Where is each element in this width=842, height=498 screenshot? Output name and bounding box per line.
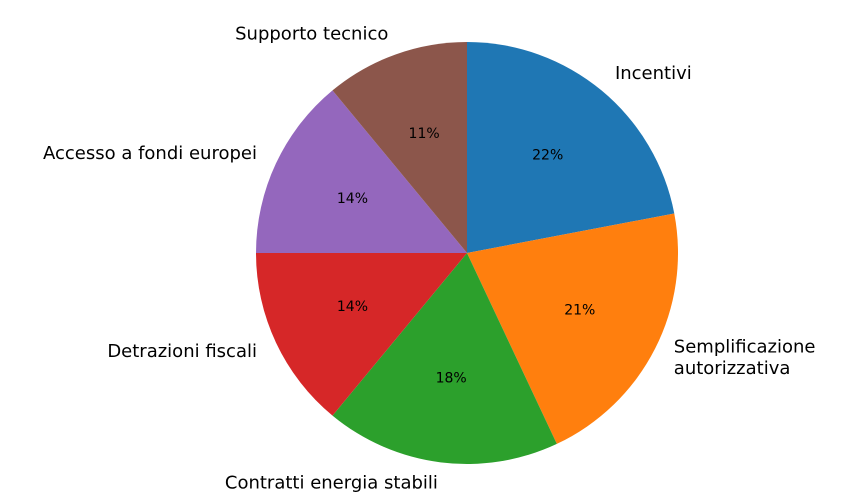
category-label: Incentivi — [615, 63, 692, 84]
pie-slice — [332, 253, 557, 465]
category-label: Supporto tecnico — [235, 24, 388, 45]
data-label: 14% — [337, 299, 368, 315]
pie-slice — [467, 213, 678, 444]
pie-slice — [256, 253, 467, 416]
category-label: Detrazioni fiscali — [107, 341, 257, 362]
data-label: 14% — [337, 191, 368, 207]
data-label: 21% — [564, 302, 595, 318]
pie-slice — [332, 41, 467, 253]
pie-slice — [467, 42, 675, 253]
pie-slice — [256, 90, 467, 253]
category-label: Contratti energia stabili — [225, 472, 438, 493]
category-label: Accesso a fondi europei — [43, 143, 257, 164]
data-label: 18% — [436, 371, 467, 387]
data-label: 22% — [532, 147, 563, 163]
category-label: Semplificazione autorizzativa — [674, 337, 816, 380]
data-label: 11% — [409, 126, 440, 142]
